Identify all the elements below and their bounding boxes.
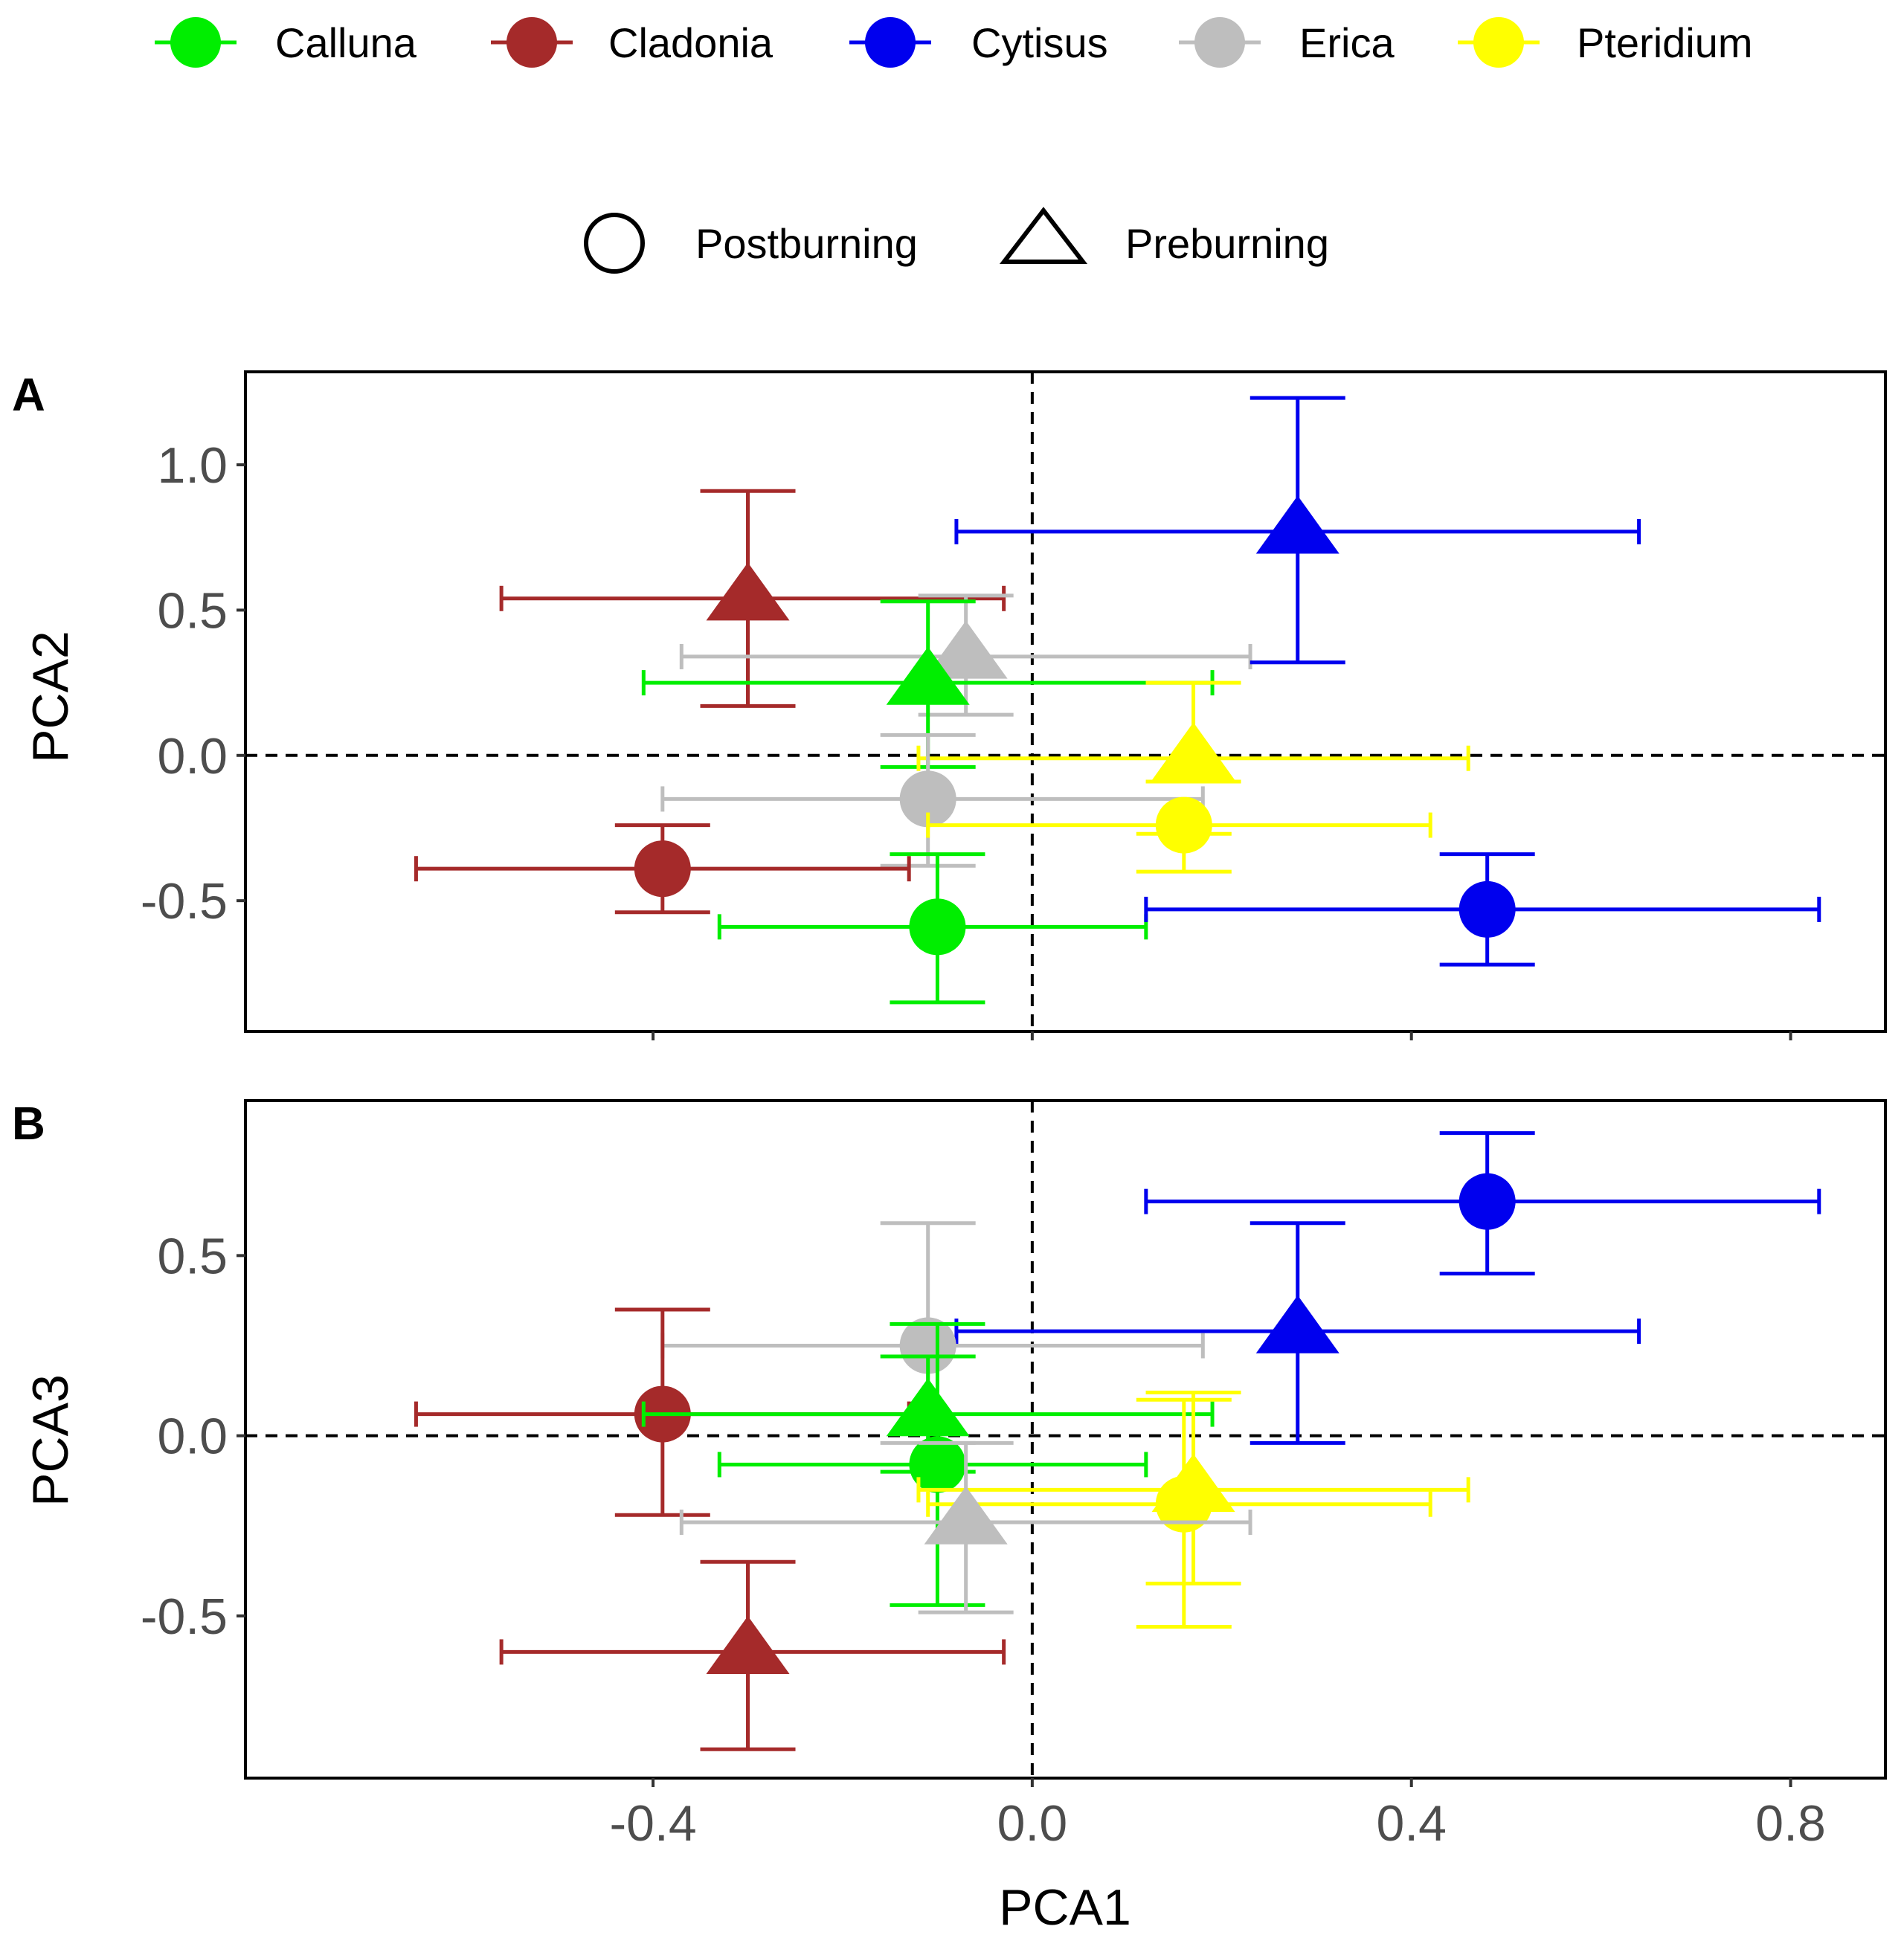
panel-b-point-pteridium-preburning bbox=[916, 1391, 1470, 1585]
panel-b-ytick-label: -0.5 bbox=[141, 1588, 228, 1645]
panel-a-ytick-label: -0.5 bbox=[141, 873, 228, 930]
panel-b-point-cytisus-preburning bbox=[954, 1221, 1641, 1445]
species-legend: Calluna Cladonia Cytisus Erica Pteridium bbox=[155, 17, 1753, 68]
legend-swatch-circle-cytisus bbox=[865, 17, 916, 68]
legend-item-pteridium: Pteridium bbox=[1458, 17, 1753, 68]
panel-a-point-cladonia-preburning bbox=[499, 489, 1006, 708]
marker-triangle bbox=[1255, 495, 1339, 554]
legend-label-postburning: Postburning bbox=[695, 220, 918, 267]
legend-label-calluna: Calluna bbox=[275, 19, 417, 66]
panel-b-y-axis-title: PCA3 bbox=[22, 1374, 79, 1507]
legend-swatch-circle-cladonia bbox=[506, 17, 557, 68]
panel-a-ytick-label: 0.0 bbox=[157, 728, 228, 785]
panel-a-point-calluna-postburning bbox=[717, 852, 1148, 1005]
panel-b-plot-area: -0.5 0.0 0.5 -0.4 0.0 0.4 0.8 bbox=[141, 1099, 1887, 1852]
marker-triangle bbox=[886, 646, 970, 705]
legend-label-cytisus: Cytisus bbox=[971, 19, 1108, 66]
legend-item-erica: Erica bbox=[1179, 17, 1395, 68]
legend-postburning-circle bbox=[584, 213, 645, 274]
panel-a-y-axis-title: PCA2 bbox=[22, 631, 79, 763]
marker-circle bbox=[634, 840, 691, 898]
marker-triangle bbox=[1255, 1295, 1339, 1353]
x-axis-title: PCA1 bbox=[999, 1879, 1131, 1935]
panel-b-ytick-label: 0.5 bbox=[157, 1228, 228, 1284]
marker-circle bbox=[909, 898, 966, 956]
panel-a-point-erica-postburning bbox=[660, 733, 1205, 868]
panel-b-xtick-label: 0.4 bbox=[1376, 1795, 1447, 1852]
panel-a: A PCA2 -0.5 0.0 0.5 1.0 bbox=[12, 370, 1887, 1040]
panel-a-ytick-label: 0.5 bbox=[157, 582, 228, 639]
marker-circle bbox=[1458, 1173, 1516, 1230]
panel-a-point-pteridium-preburning bbox=[916, 680, 1470, 784]
marker-triangle bbox=[1151, 1453, 1235, 1512]
legend-label-preburning: Preburning bbox=[1125, 220, 1329, 267]
marker-triangle bbox=[886, 1378, 970, 1437]
marker-circle bbox=[909, 1436, 966, 1493]
legend-label-pteridium: Pteridium bbox=[1577, 19, 1753, 66]
legend-item-calluna: Calluna bbox=[155, 17, 417, 68]
panel-a-point-pteridium-postburning bbox=[926, 796, 1432, 874]
panel-b-point-erica-preburning bbox=[679, 1440, 1252, 1614]
panel-b-point-pteridium-postburning bbox=[926, 1397, 1432, 1629]
marker-circle bbox=[899, 770, 956, 828]
panel-a-point-cladonia-postburning bbox=[414, 823, 911, 915]
panel-a-tag: A bbox=[12, 370, 45, 421]
panel-b-xtick-label: 0.8 bbox=[1755, 1795, 1826, 1852]
marker-circle bbox=[1155, 796, 1212, 854]
legend-label-erica: Erica bbox=[1299, 19, 1395, 66]
panel-b-point-cytisus-postburning bbox=[1144, 1131, 1821, 1276]
panel-b-point-calluna-postburning bbox=[717, 1321, 1148, 1607]
panel-a-point-cytisus-postburning bbox=[1144, 852, 1821, 967]
legend-swatch-circle-pteridium bbox=[1473, 17, 1524, 68]
panel-b-frame bbox=[244, 1099, 1887, 1780]
marker-triangle bbox=[924, 1486, 1008, 1545]
marker-triangle bbox=[924, 620, 1008, 679]
marker-circle bbox=[899, 1317, 956, 1374]
panel-b-xtick-label: 0.0 bbox=[997, 1795, 1068, 1852]
panel-a-ytick-label: 1.0 bbox=[157, 437, 228, 494]
panel-b-tag: B bbox=[12, 1098, 45, 1150]
marker-triangle bbox=[706, 562, 790, 621]
panel-b-ytick-label: 0.0 bbox=[157, 1408, 228, 1465]
treatment-legend: Postburning Preburning bbox=[584, 207, 1329, 274]
panel-a-point-calluna-preburning bbox=[641, 599, 1215, 769]
legend-item-cytisus: Cytisus bbox=[849, 17, 1108, 68]
legend-preburning-triangle bbox=[999, 207, 1088, 264]
legend-item-cladonia: Cladonia bbox=[491, 17, 774, 68]
panel-b: B PCA3 -0.5 0.0 0.5 -0.4 0.0 0.4 0.8 bbox=[12, 1098, 1887, 1852]
panel-a-point-cytisus-preburning bbox=[954, 396, 1641, 665]
marker-circle bbox=[1458, 880, 1516, 938]
panel-a-plot-area: -0.5 0.0 0.5 1.0 bbox=[141, 370, 1887, 1040]
panel-a-frame bbox=[244, 370, 1887, 1033]
legend-swatch-circle-calluna bbox=[170, 17, 221, 68]
marker-triangle bbox=[706, 1616, 790, 1675]
legend-label-cladonia: Cladonia bbox=[608, 19, 774, 66]
panel-b-xtick-label: -0.4 bbox=[609, 1795, 696, 1852]
panel-b-point-cladonia-preburning bbox=[499, 1559, 1006, 1751]
marker-triangle bbox=[1151, 722, 1235, 781]
panel-a-point-erica-preburning bbox=[679, 593, 1252, 717]
legend-swatch-circle-erica bbox=[1194, 17, 1245, 68]
